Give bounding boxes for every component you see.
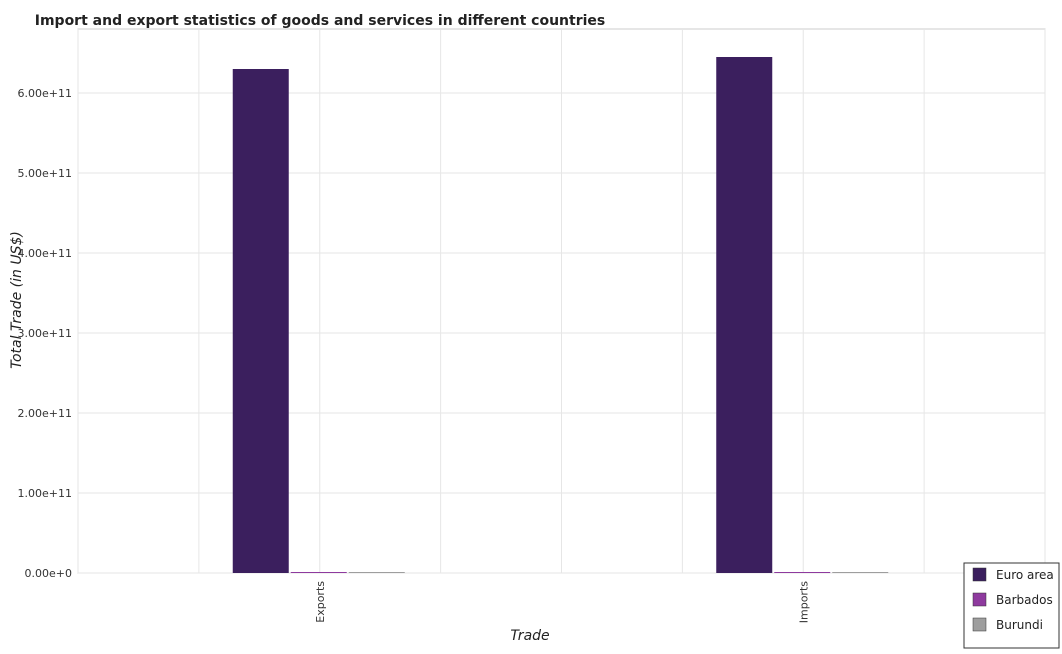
x-tick-label: Imports bbox=[797, 581, 810, 624]
y-tick-label: 3.00e+11 bbox=[18, 327, 72, 340]
bar-burundi-exports bbox=[348, 572, 405, 573]
y-tick-label: 6.00e+11 bbox=[18, 87, 72, 100]
x-tick-label: Exports bbox=[314, 581, 327, 623]
y-axis-label: Total Trade (in US$) bbox=[9, 231, 25, 369]
legend-swatch bbox=[972, 567, 987, 582]
bars bbox=[232, 57, 889, 573]
y-tick-label: 2.00e+11 bbox=[18, 407, 72, 420]
bar-euro-area-exports bbox=[232, 69, 289, 573]
axes: 0.00e+0 1.00e+11 2.00e+11 3.00e+11 4.00e+11 5… bbox=[18, 87, 811, 623]
legend-swatch bbox=[972, 617, 987, 632]
bar-barbados-exports bbox=[290, 572, 347, 573]
legend-entry: Burundi bbox=[996, 618, 1043, 632]
bar-burundi-imports bbox=[832, 572, 889, 573]
y-tick-label: 1.00e+11 bbox=[18, 487, 72, 500]
bar-euro-area-imports bbox=[716, 57, 773, 573]
grid bbox=[77, 28, 1046, 574]
legend-swatch bbox=[972, 592, 987, 607]
chart-title: Import and export statistics of goods an… bbox=[35, 13, 606, 29]
legend: Euro area Barbados Burundi bbox=[963, 562, 1060, 649]
legend-entry: Barbados bbox=[996, 593, 1053, 607]
x-axis-label: Trade bbox=[510, 628, 549, 644]
y-tick-label: 5.00e+11 bbox=[18, 167, 72, 180]
bar-barbados-imports bbox=[774, 572, 831, 573]
legend-entry: Euro area bbox=[996, 568, 1054, 582]
y-tick-label: 0.00e+0 bbox=[25, 567, 72, 580]
y-tick-label: 4.00e+11 bbox=[18, 247, 72, 260]
